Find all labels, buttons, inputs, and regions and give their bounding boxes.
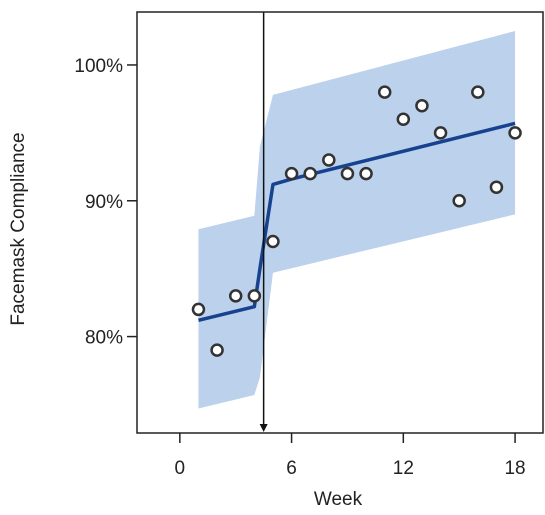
data-point	[377, 85, 392, 99]
data-point	[359, 166, 373, 181]
x-tick-label: 6	[286, 458, 297, 479]
data-point	[340, 166, 355, 181]
axes: 80% 90% 100% 0 6 12 18	[74, 11, 544, 479]
data-point	[303, 166, 317, 181]
plot-area	[191, 12, 522, 432]
y-tick-label: 80%	[85, 328, 123, 349]
y-axis-title: Facemask Compliance	[8, 132, 29, 325]
x-tick-label: 0	[175, 458, 186, 479]
intervention-arrowhead	[259, 424, 268, 432]
data-point	[191, 302, 206, 317]
data-point	[433, 126, 448, 140]
y-tick-label: 90%	[85, 192, 123, 213]
data-point	[284, 166, 299, 181]
data-point	[452, 194, 466, 208]
x-tick-label: 18	[504, 458, 525, 479]
y-tick-label: 100%	[74, 56, 123, 77]
data-point	[471, 85, 485, 99]
plot-frame	[136, 11, 544, 434]
data-point	[247, 289, 262, 303]
data-point	[396, 112, 411, 127]
data-point	[508, 126, 522, 140]
fitted-trend-line	[198, 121, 516, 322]
data-point	[415, 98, 429, 113]
data-point	[210, 343, 224, 357]
x-axis-title: Week	[314, 489, 363, 510]
data-point	[266, 234, 280, 249]
data-point	[322, 153, 336, 167]
confidence-band	[198, 31, 516, 409]
x-tick-label: 12	[393, 458, 414, 479]
data-point	[228, 289, 243, 303]
data-point	[489, 180, 504, 194]
